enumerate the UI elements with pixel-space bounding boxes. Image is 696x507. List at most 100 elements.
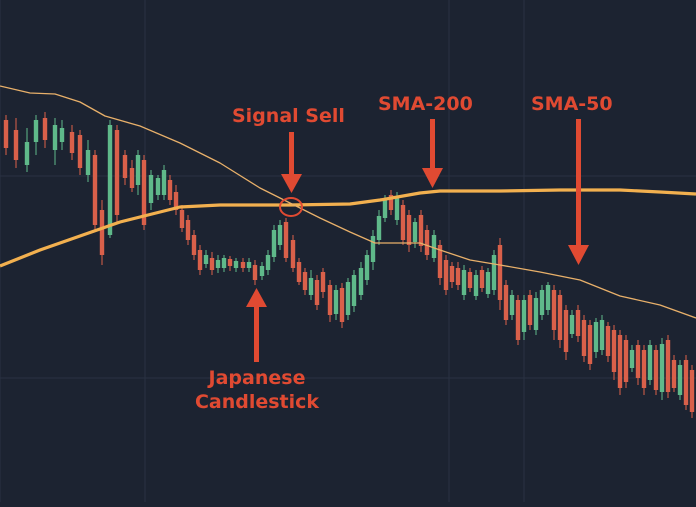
candle-body-bear	[467, 272, 473, 288]
candle-body-bull	[308, 278, 314, 295]
candlestick-arrow-shaft	[254, 305, 259, 362]
candle-body-bear	[179, 210, 185, 228]
candle-body-bull	[24, 142, 30, 165]
sma200-arrow-head-icon	[422, 168, 443, 188]
sma50-arrow-head-icon	[568, 245, 589, 265]
candle-body-bear	[623, 340, 629, 382]
candle-body-bear	[557, 295, 563, 340]
candle-body-bear	[449, 266, 455, 282]
candle-body-bear	[400, 205, 406, 240]
candle-body-bull	[677, 365, 683, 395]
candle-body-bull	[545, 285, 551, 310]
candle-body-bull	[345, 282, 351, 315]
candle-body-bear	[302, 272, 308, 290]
candle-body-bear	[3, 120, 9, 148]
candle-body-bear	[13, 130, 19, 160]
candle-body-bull	[629, 350, 635, 368]
candle-body-bear	[497, 245, 503, 300]
candle-body-bull	[221, 258, 227, 268]
candle-body-bear	[283, 222, 289, 258]
candle-body-bear	[167, 180, 173, 200]
candle-body-bull	[647, 345, 653, 380]
candle-body-bull	[85, 150, 91, 175]
candlesticks	[3, 112, 695, 418]
candle-body-bull	[370, 236, 376, 262]
candle-body-bear	[99, 210, 105, 255]
candle-body-bull	[394, 198, 400, 220]
japanese-label-line1: Japanese	[208, 367, 306, 389]
candle-body-bull	[491, 255, 497, 290]
candle-body-bull	[161, 170, 167, 195]
candle-body-bear	[479, 270, 485, 288]
candle-body-bear	[141, 160, 147, 225]
candle-body-bear	[437, 245, 443, 278]
candle-body-bull	[539, 290, 545, 315]
candle-body-bull	[351, 275, 357, 306]
candle-body-bear	[42, 118, 48, 140]
candle-body-bull	[358, 268, 364, 295]
candle-body-bear	[296, 262, 302, 282]
candle-body-bull	[52, 125, 58, 150]
candle-body-bear	[406, 215, 412, 245]
candle-body-bear	[443, 260, 449, 290]
candle-body-bear	[527, 295, 533, 325]
candle-body-bear	[455, 268, 461, 285]
candle-body-bear	[173, 192, 179, 210]
candle-body-bull	[59, 128, 65, 142]
candle-body-bear	[671, 360, 677, 388]
candle-body-bear	[388, 195, 394, 210]
candle-body-bull	[599, 320, 605, 350]
candle-body-bear	[185, 220, 191, 240]
japanese-candlestick-label: Japanese Candlestick	[192, 366, 322, 414]
sma50-arrow-shaft	[576, 119, 581, 247]
candle-body-bull	[107, 125, 113, 235]
signal-sell-arrow-head-icon	[281, 174, 302, 193]
candle-body-bear	[611, 330, 617, 372]
candle-body-bear	[314, 280, 320, 305]
candle-body-bull	[203, 255, 209, 264]
candle-body-bull	[412, 222, 418, 242]
candle-body-bear	[551, 290, 557, 330]
candle-body-bear	[575, 310, 581, 336]
sma200-label: SMA-200	[378, 93, 473, 115]
candle-body-bear	[683, 360, 689, 405]
candle-body-bull	[135, 155, 141, 185]
sma50-line	[0, 85, 696, 319]
candle-body-bull	[521, 300, 527, 332]
candle-body-bull	[333, 290, 339, 314]
candle-body-bull	[148, 175, 154, 203]
candle-body-bull	[271, 230, 277, 257]
candle-body-bull	[376, 216, 382, 240]
candle-body-bear	[92, 155, 98, 225]
candle-body-bull	[265, 255, 271, 270]
japanese-label-line2: Candlestick	[194, 391, 320, 413]
candle-body-bull	[33, 120, 39, 142]
candle-body-bull	[364, 255, 370, 280]
candle-body-bear	[418, 215, 424, 246]
sma200-arrow-shaft	[430, 119, 435, 171]
crossover-circle-icon	[279, 197, 303, 217]
candle-body-bear	[320, 272, 326, 292]
candle-body-bear	[122, 155, 128, 178]
candle-body-bear	[191, 235, 197, 255]
candle-body-bear	[227, 259, 233, 266]
candle-body-bear	[665, 340, 671, 392]
signal-sell-label: Signal Sell	[232, 105, 345, 127]
candle-body-bear	[424, 230, 430, 255]
candle-body-bear	[503, 285, 509, 320]
candle-body-bear	[605, 326, 611, 356]
candle-body-bull	[155, 178, 161, 195]
candle-body-bear	[240, 262, 246, 268]
candle-body-bull	[473, 275, 479, 296]
candle-body-bear	[563, 310, 569, 352]
sma50-label: SMA-50	[531, 93, 613, 115]
candle-body-bear	[515, 300, 521, 340]
candle-body-bear	[689, 370, 695, 412]
candle-body-bear	[209, 258, 215, 270]
candle-body-bear	[77, 135, 83, 168]
candle-body-bull	[461, 270, 467, 295]
candle-body-bull	[246, 262, 252, 268]
signal-sell-arrow-shaft	[289, 132, 294, 176]
